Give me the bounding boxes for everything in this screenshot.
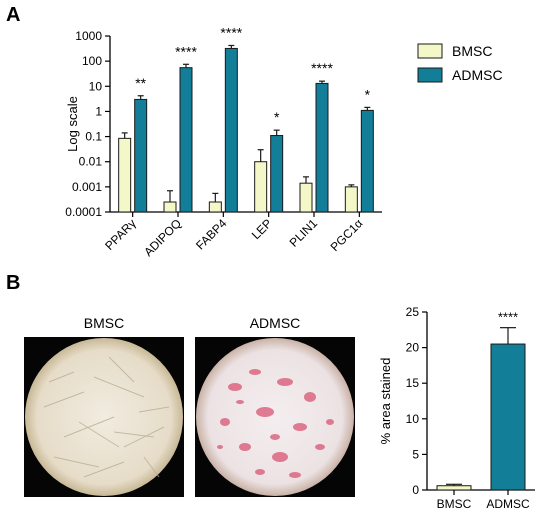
bar-bmsc-4 xyxy=(299,182,313,213)
y-tick-label: 0.1 xyxy=(85,130,102,144)
y-axis-label: Log scale xyxy=(65,96,80,152)
y-tick-label-b: 5 xyxy=(412,447,419,461)
bar-bmsc-0 xyxy=(118,137,132,213)
y-tick-label-b: 0 xyxy=(412,483,419,497)
significance-mark: * xyxy=(274,109,280,125)
y-tick-label: 0.01 xyxy=(79,155,103,169)
y-tick-label: 10 xyxy=(89,79,103,93)
y-axis-label-b: % area stained xyxy=(378,358,393,445)
bar-admsc-1 xyxy=(179,67,193,213)
panel-a-label: A xyxy=(6,4,21,26)
admsc-image-label: ADMSC xyxy=(249,315,301,331)
y-tick-label: 1 xyxy=(95,104,102,118)
bar-bmsc-2 xyxy=(208,201,222,213)
significance-mark: **** xyxy=(311,60,333,76)
bmsc-image-label: BMSC xyxy=(83,315,125,331)
legend-label-admsc: ADMSC xyxy=(452,67,503,83)
bar-admsc-stained xyxy=(490,343,526,491)
legend-swatch-admsc xyxy=(417,67,443,83)
bar-bmsc-1 xyxy=(163,201,177,213)
legend-swatch-bmsc xyxy=(417,43,443,59)
y-tick-label-b: 10 xyxy=(406,412,420,426)
bar-bmsc-5 xyxy=(344,186,358,213)
x-tick-label-b: BMSC xyxy=(437,497,472,511)
significance-mark: **** xyxy=(220,24,242,40)
significance-mark: ** xyxy=(135,75,146,91)
y-tick-label-b: 15 xyxy=(406,376,420,390)
y-tick-label-b: 20 xyxy=(406,341,420,355)
bar-bmsc-stained xyxy=(436,485,472,491)
bar-admsc-2 xyxy=(224,47,238,213)
bar-admsc-4 xyxy=(315,82,329,213)
bmsc-micrograph xyxy=(24,337,184,497)
admsc-micrograph xyxy=(195,337,355,497)
bar-admsc-5 xyxy=(360,109,374,213)
significance-mark: * xyxy=(365,86,371,102)
bar-bmsc-3 xyxy=(254,161,268,213)
bar-admsc-0 xyxy=(134,98,148,213)
panel-b-label: B xyxy=(6,272,21,294)
significance-mark-b: **** xyxy=(498,310,518,325)
y-tick-label: 0.0001 xyxy=(65,205,102,219)
x-tick-label-b: ADMSC xyxy=(486,497,530,511)
bar-admsc-3 xyxy=(270,135,284,213)
y-tick-label-b: 25 xyxy=(406,305,420,319)
y-tick-label: 100 xyxy=(82,54,102,68)
significance-mark: **** xyxy=(175,43,197,59)
legend-label-bmsc: BMSC xyxy=(452,43,492,59)
y-tick-label: 1000 xyxy=(75,29,102,43)
y-tick-label: 0.001 xyxy=(72,180,102,194)
